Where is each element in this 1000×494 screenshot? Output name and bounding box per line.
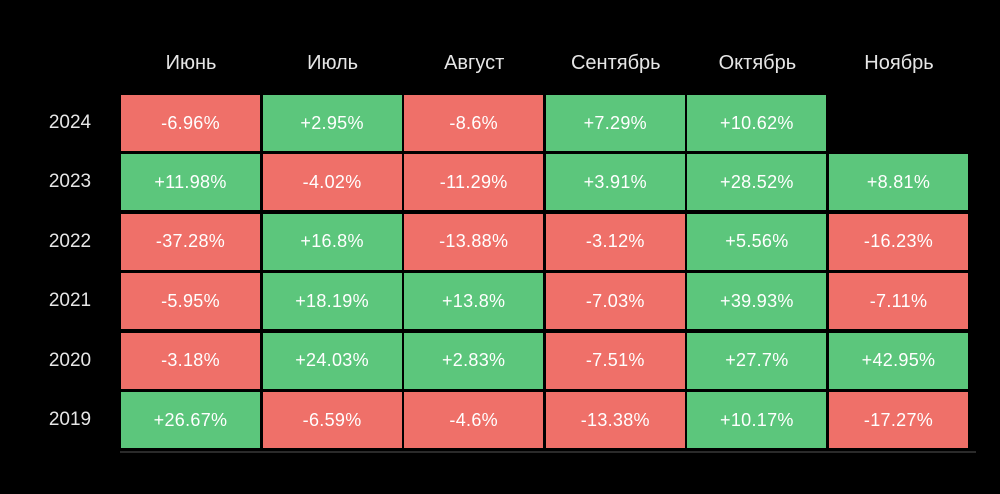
cell-2021-3: -7.03% [545, 273, 685, 330]
cell-2023-4: +28.52% [687, 154, 827, 211]
table-bottom-divider [120, 451, 976, 453]
cell-2019-5: -17.27% [829, 392, 968, 448]
cell-2023-0: +11.98% [121, 154, 260, 211]
cell-2020-1: +24.03% [262, 332, 402, 389]
cell-2019-1: -6.59% [262, 392, 402, 448]
column-header-5: Ноябрь [864, 52, 934, 74]
row-header-2022: 2022 [48, 230, 92, 252]
cell-2022-3: -3.12% [545, 213, 685, 270]
row-header-2021: 2021 [48, 290, 92, 312]
cell-2024-0: -6.96% [121, 95, 260, 151]
cell-2024-2: -8.6% [404, 95, 544, 151]
cell-2020-5: +42.95% [829, 332, 968, 389]
column-header-1: Июль [307, 52, 359, 74]
row-header-2019: 2019 [48, 409, 92, 430]
cell-2019-2: -4.6% [404, 392, 544, 448]
cell-2019-0: +26.67% [121, 392, 260, 448]
column-header-3: Сентябрь [570, 52, 661, 74]
cell-2022-1: +16.8% [262, 213, 402, 270]
cell-2021-4: +39.93% [687, 273, 827, 330]
row-header-2024: 2024 [48, 112, 92, 133]
cell-2019-3: -13.38% [545, 392, 685, 448]
cell-2024-3: +7.29% [545, 95, 685, 151]
cell-2023-3: +3.91% [545, 154, 685, 211]
cell-2022-2: -13.88% [404, 213, 544, 270]
column-header-2: Август [444, 52, 505, 74]
cell-2021-0: -5.95% [121, 273, 260, 330]
cell-2024-4: +10.62% [687, 95, 827, 151]
column-header-0: Июнь [165, 52, 217, 74]
column-header-4: Октябрь [718, 52, 797, 74]
cell-2023-2: -11.29% [404, 154, 544, 211]
cell-2020-3: -7.51% [545, 332, 685, 389]
cell-2020-2: +2.83% [404, 332, 544, 389]
cell-2021-5: -7.11% [829, 273, 968, 330]
cell-2021-1: +18.19% [262, 273, 402, 330]
row-header-2023: 2023 [48, 171, 92, 193]
cell-2023-5: +8.81% [829, 154, 968, 211]
cell-2022-4: +5.56% [687, 213, 827, 270]
cell-2019-4: +10.17% [687, 392, 827, 448]
cell-2022-0: -37.28% [121, 213, 260, 270]
cell-2020-0: -3.18% [121, 332, 260, 389]
cell-2023-1: -4.02% [262, 154, 402, 211]
cell-2020-4: +27.7% [687, 332, 827, 389]
cell-2022-5: -16.23% [829, 213, 968, 270]
cell-2021-2: +13.8% [404, 273, 544, 330]
cell-2024-1: +2.95% [262, 95, 402, 151]
row-header-2020: 2020 [48, 349, 92, 371]
